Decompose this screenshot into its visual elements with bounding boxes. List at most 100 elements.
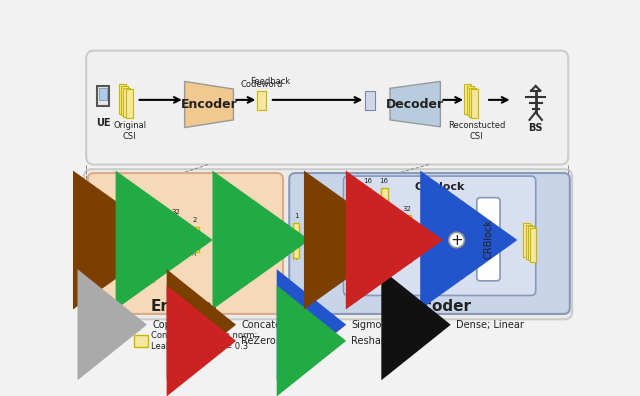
Text: 2: 2 [193, 217, 197, 223]
Text: 3×5: 3×5 [350, 196, 355, 208]
Bar [257, 91, 266, 110]
FancyBboxPatch shape [84, 169, 572, 319]
Text: 32×32: 32×32 [404, 237, 410, 255]
Bar [525, 225, 532, 259]
Bar [349, 188, 356, 234]
Text: Conv m × n; batch norm;
LeakyReLU alpha = 0.3: Conv m × n; batch norm; LeakyReLU alpha … [151, 331, 257, 350]
Bar [124, 88, 131, 117]
Bar [293, 223, 300, 258]
Text: 5×1: 5×1 [365, 249, 370, 261]
Bar [467, 86, 474, 115]
Text: CRBlock: CRBlock [415, 181, 465, 192]
Text: 16: 16 [380, 178, 388, 184]
Text: 16: 16 [115, 202, 124, 208]
Text: 16: 16 [363, 236, 372, 242]
Text: Concatenate: Concatenate [241, 320, 303, 330]
Text: Decoder: Decoder [386, 98, 444, 111]
Bar [531, 228, 536, 262]
Text: 32: 32 [403, 206, 412, 211]
Circle shape [449, 232, 465, 248]
Text: 3×1: 3×1 [365, 192, 370, 204]
Text: Decoder: Decoder [401, 299, 472, 314]
Text: UE: UE [96, 118, 111, 128]
Bar [365, 91, 374, 110]
Text: 16: 16 [363, 178, 372, 184]
Bar [469, 88, 476, 117]
Text: 5×5: 5×5 [313, 218, 318, 231]
Text: 2048×1: 2048×1 [294, 237, 299, 259]
Bar [116, 211, 124, 264]
Polygon shape [184, 82, 234, 128]
Bar [147, 209, 154, 249]
Text: 3×3: 3×3 [132, 249, 138, 262]
Text: 32×32: 32×32 [350, 208, 355, 226]
Text: BS: BS [529, 123, 543, 133]
Text: 32×32: 32×32 [148, 261, 153, 280]
Text: 2: 2 [314, 203, 318, 209]
Text: 9×1: 9×1 [381, 192, 387, 204]
Text: 16: 16 [380, 236, 388, 242]
Text: CRBlock: CRBlock [483, 219, 493, 259]
Text: 1×1: 1×1 [404, 223, 410, 234]
FancyBboxPatch shape [477, 198, 500, 281]
Bar [381, 246, 388, 281]
Bar [528, 226, 534, 260]
Bar [131, 209, 139, 249]
Text: 32×32: 32×32 [132, 223, 138, 242]
FancyBboxPatch shape [88, 173, 283, 314]
Text: 32×32: 32×32 [423, 232, 428, 251]
Bar [465, 84, 472, 114]
Text: 1×9: 1×9 [132, 214, 138, 227]
Text: 32×32: 32×32 [313, 231, 318, 249]
Bar [173, 219, 180, 262]
Text: Encoder: Encoder [181, 98, 238, 111]
Bar [97, 215, 103, 267]
Text: Reconstucted
CSI: Reconstucted CSI [448, 122, 506, 141]
Bar [147, 242, 154, 282]
Text: 3×3: 3×3 [148, 249, 153, 262]
Text: Copy: Copy [152, 320, 177, 330]
Text: 32×32: 32×32 [365, 261, 370, 280]
Text: 2: 2 [424, 213, 428, 219]
Text: 32×32: 32×32 [381, 254, 387, 272]
Text: 16: 16 [146, 232, 155, 238]
Bar [364, 217, 371, 251]
Text: 32×32: 32×32 [381, 231, 387, 249]
Bar [472, 89, 478, 118]
Text: 32×32: 32×32 [117, 238, 122, 257]
Text: 16: 16 [131, 232, 140, 238]
Text: 16: 16 [146, 199, 155, 206]
Text: 32×32: 32×32 [132, 261, 138, 280]
Text: 32×32: 32×32 [381, 202, 387, 221]
Bar [131, 242, 139, 282]
Bar [422, 223, 429, 256]
Text: 16: 16 [380, 207, 388, 213]
Text: 1×1: 1×1 [173, 224, 179, 237]
Text: m × n: m × n [119, 326, 140, 332]
Text: 5×1: 5×1 [381, 220, 387, 232]
Text: 1: 1 [294, 213, 298, 219]
Bar [404, 215, 411, 262]
Text: 16: 16 [363, 207, 372, 213]
Bar [97, 86, 109, 106]
Bar [99, 88, 107, 100]
Bar [99, 216, 106, 268]
Text: 16: 16 [348, 178, 357, 184]
FancyBboxPatch shape [344, 176, 536, 295]
Bar [134, 335, 148, 347]
Text: 1×5: 1×5 [365, 220, 370, 232]
Text: Sigmoid: Sigmoid [351, 320, 390, 330]
Text: ReZero: ReZero [241, 336, 276, 346]
Bar [121, 86, 128, 115]
FancyBboxPatch shape [86, 51, 568, 165]
Bar [312, 213, 319, 263]
Text: 32×32: 32×32 [173, 234, 179, 253]
Bar [92, 211, 99, 264]
Text: Encoder: Encoder [151, 299, 220, 314]
Bar [364, 246, 371, 281]
Text: 9×1: 9×1 [148, 214, 153, 227]
Bar [119, 84, 125, 114]
Text: +: + [451, 232, 463, 248]
Bar [191, 227, 198, 251]
Text: Reshape: Reshape [351, 336, 394, 346]
